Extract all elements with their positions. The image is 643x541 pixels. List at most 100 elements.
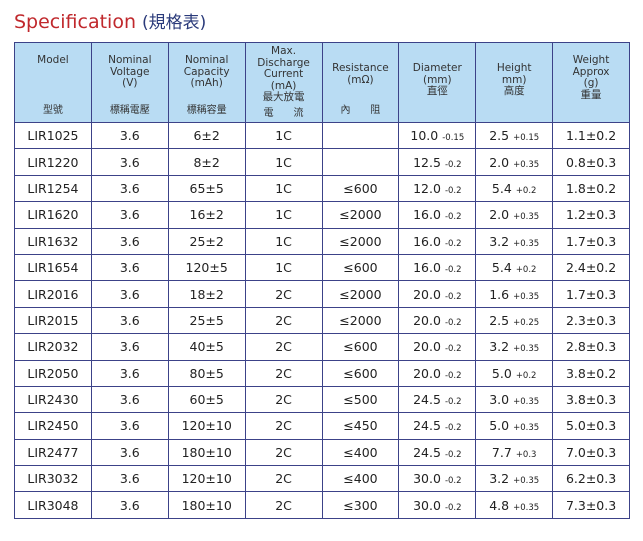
table-row: LIR3048 3.6 180±10 2C ≤300 30.0 -0.2 4.8 +0.35 7.…	[14, 491, 630, 519]
table-row: LIR1620 3.6 16±2 1C ≤2000 16.0 -0.2 2.0 +0.35 1.2…	[14, 201, 630, 229]
column-header-diameter: Diameter (mm) 直徑	[398, 42, 477, 123]
cell-height: 2.5 +0.25	[475, 306, 554, 335]
header-label: Height mm) 高度	[496, 62, 532, 97]
cell-diameter: 16.0 -0.2	[398, 227, 477, 255]
cell-weight: 1.7±0.3	[552, 280, 630, 308]
cell-diameter: 20.0 -0.2	[398, 280, 477, 308]
header-label-zh: 標稱容量	[186, 104, 227, 116]
cell-discharge: 2C	[244, 280, 323, 308]
cell-diameter: 10.0 -0.15	[398, 121, 477, 150]
header-label: Nominal Voltage (V)	[108, 54, 152, 89]
cell-weight: 1.2±0.3	[552, 201, 630, 229]
tolerance: -0.2	[444, 397, 462, 408]
header-cell-content: Nominal Voltage (V) 標稱電壓	[92, 43, 168, 122]
tolerance: -0.15	[442, 133, 465, 144]
value: 20.0	[413, 365, 441, 381]
header-cell-content: Resistance (mΩ) 內 阻	[323, 43, 399, 122]
cell-height: 7.7 +0.3	[475, 438, 554, 467]
tolerance: -0.2	[444, 476, 462, 487]
header-label: Max. Discharge Current (mA) 最大放電	[257, 45, 310, 103]
cell-weight: 6.2±0.3	[552, 465, 630, 493]
cell-capacity: 120±5	[167, 253, 246, 282]
cell-height: 5.0 +0.2	[475, 359, 554, 387]
tolerance: +0.15	[513, 133, 540, 144]
value: 24.5	[413, 392, 441, 408]
tolerance: +0.35	[513, 397, 540, 408]
tolerance: +0.35	[513, 476, 540, 487]
table-row: LIR1654 3.6 120±5 1C ≤600 16.0 -0.2 5.4 +0.2 2.4±…	[14, 253, 630, 282]
cell-capacity: 180±10	[167, 438, 246, 467]
header-label: Diameter (mm) 直徑	[412, 62, 462, 97]
tolerance: +0.2	[515, 185, 537, 196]
cell-model: LIR1220	[14, 148, 92, 176]
tolerance: -0.2	[444, 502, 462, 513]
cell-model: LIR1620	[14, 201, 92, 229]
column-header-discharge: Max. Discharge Current (mA) 最大放電電 流	[244, 42, 323, 123]
tolerance: -0.2	[444, 370, 462, 381]
cell-model: LIR3048	[14, 491, 92, 519]
cell-capacity: 18±2	[167, 280, 246, 308]
cell-capacity: 80±5	[167, 359, 246, 387]
tolerance: +0.35	[513, 238, 540, 249]
cell-voltage: 3.6	[90, 359, 169, 387]
table-row: LIR2430 3.6 60±5 2C ≤500 24.5 -0.2 3.0 +0.35 3.8±…	[14, 385, 630, 414]
cell-capacity: 180±10	[167, 491, 246, 519]
table-row: LIR2450 3.6 120±10 2C ≤450 24.5 -0.2 5.0 +0.35 5.…	[14, 412, 630, 440]
cell-voltage: 3.6	[90, 333, 169, 361]
table-row: LIR2032 3.6 40±5 2C ≤600 20.0 -0.2 3.2 +0.35 2.8±…	[14, 333, 630, 361]
cell-model: LIR2450	[14, 412, 92, 440]
tolerance: -0.2	[444, 212, 462, 223]
cell-voltage: 3.6	[90, 385, 169, 414]
cell-weight: 2.8±0.3	[552, 333, 630, 361]
cell-resistance: ≤2000	[321, 306, 400, 335]
cell-voltage: 3.6	[90, 280, 169, 308]
cell-diameter: 24.5 -0.2	[398, 385, 477, 414]
value: 24.5	[413, 418, 441, 434]
header-row: Model 型號 Nominal Voltage (V) 標稱電壓 Nominal Ca…	[14, 42, 630, 123]
cell-model: LIR2050	[14, 359, 92, 387]
cell-resistance: ≤400	[321, 465, 400, 493]
cell-capacity: 16±2	[167, 201, 246, 229]
value: 16.0	[413, 260, 441, 276]
header-label-zh: 內 阻	[340, 104, 381, 116]
cell-model: LIR2016	[14, 280, 92, 308]
value: 4.8	[489, 497, 510, 513]
cell-diameter: 16.0 -0.2	[398, 201, 477, 229]
cell-resistance: ≤400	[321, 438, 400, 467]
cell-weight: 2.3±0.3	[552, 306, 630, 335]
cell-voltage: 3.6	[90, 465, 169, 493]
cell-weight: 1.8±0.2	[552, 174, 630, 203]
cell-capacity: 8±2	[167, 148, 246, 176]
cell-diameter: 24.5 -0.2	[398, 412, 477, 440]
cell-model: LIR2477	[14, 438, 92, 467]
cell-weight: 0.8±0.3	[552, 148, 630, 176]
cell-diameter: 20.0 -0.2	[398, 359, 477, 387]
cell-discharge: 1C	[244, 174, 323, 203]
spec-table: Model 型號 Nominal Voltage (V) 標稱電壓 Nominal Ca…	[14, 42, 630, 519]
cell-resistance: ≤2000	[321, 201, 400, 229]
cell-discharge: 1C	[244, 201, 323, 229]
tolerance: -0.2	[444, 238, 462, 249]
value: 3.2	[489, 233, 510, 249]
tolerance: +0.3	[515, 449, 537, 460]
column-header-voltage: Nominal Voltage (V) 標稱電壓	[90, 42, 169, 123]
tolerance: -0.2	[444, 185, 462, 196]
table-row: LIR2050 3.6 80±5 2C ≤600 20.0 -0.2 5.0 +0.2 3.8±0…	[14, 359, 630, 387]
value: 2.5	[489, 312, 510, 328]
cell-resistance: ≤600	[321, 174, 400, 203]
cell-weight: 3.8±0.3	[552, 385, 630, 414]
header-cell-content: Height mm) 高度	[476, 43, 552, 122]
tolerance: -0.2	[444, 317, 462, 328]
cell-discharge: 2C	[244, 333, 323, 361]
cell-resistance: ≤500	[321, 385, 400, 414]
cell-voltage: 3.6	[90, 412, 169, 440]
column-header-weight: Weight Approx (g) 重量	[552, 42, 630, 123]
cell-height: 3.2 +0.35	[475, 465, 554, 493]
cell-weight: 2.4±0.2	[552, 253, 630, 282]
table-row: LIR2477 3.6 180±10 2C ≤400 24.5 -0.2 7.7 +0.3 7.0…	[14, 438, 630, 467]
value: 30.0	[413, 497, 441, 513]
table-row: LIR3032 3.6 120±10 2C ≤400 30.0 -0.2 3.2 +0.35 6.…	[14, 465, 630, 493]
cell-capacity: 25±2	[167, 227, 246, 255]
cell-resistance: ≤2000	[321, 280, 400, 308]
title-en: Specification	[14, 11, 136, 33]
